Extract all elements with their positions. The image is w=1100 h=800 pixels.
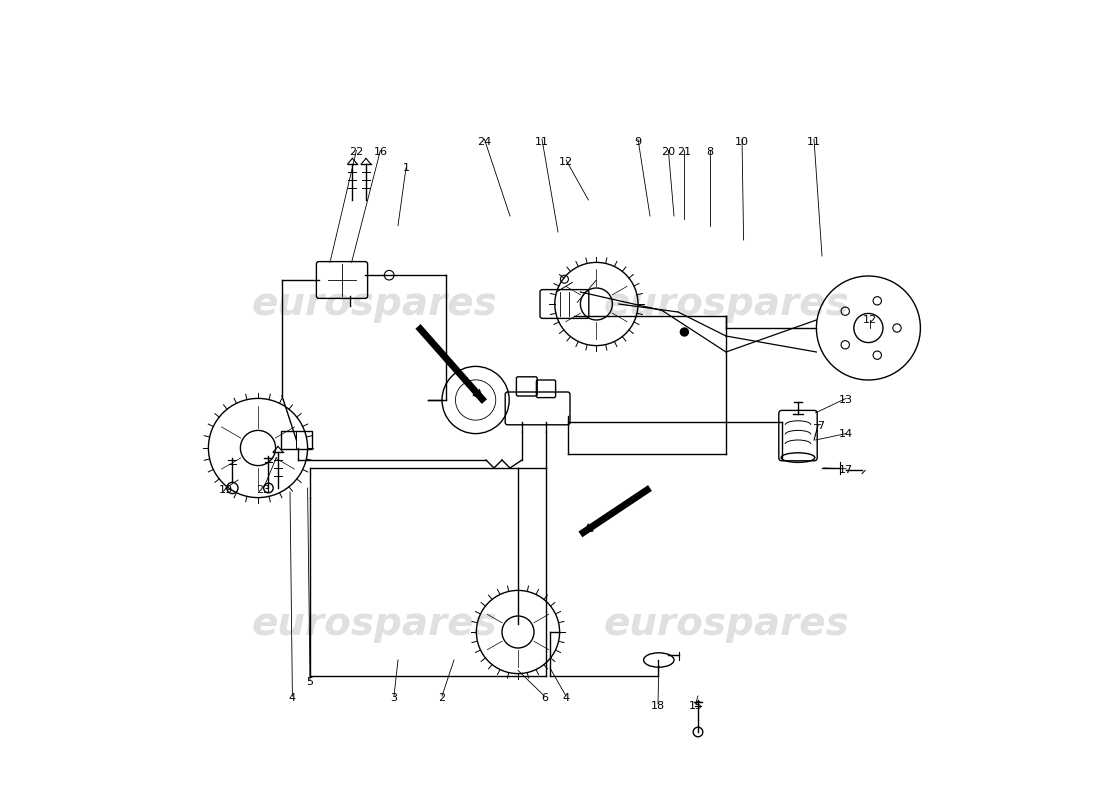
Text: 17: 17 xyxy=(839,466,854,475)
Text: 7: 7 xyxy=(817,421,824,430)
Text: 12: 12 xyxy=(559,157,573,166)
Text: 23: 23 xyxy=(256,485,271,494)
Text: 19: 19 xyxy=(219,485,233,494)
Text: 13: 13 xyxy=(839,395,853,405)
Text: 6: 6 xyxy=(541,693,548,702)
Text: 11: 11 xyxy=(535,137,549,146)
Text: 11: 11 xyxy=(807,137,821,146)
Bar xyxy=(282,431,311,449)
Text: eurospares: eurospares xyxy=(603,285,849,323)
Text: eurospares: eurospares xyxy=(603,605,849,643)
Text: 20: 20 xyxy=(661,147,675,157)
Text: 4: 4 xyxy=(562,693,570,702)
Text: 2: 2 xyxy=(439,693,446,702)
Text: 12: 12 xyxy=(862,315,877,325)
Text: 18: 18 xyxy=(651,701,666,710)
Text: 22: 22 xyxy=(350,147,363,157)
Text: 14: 14 xyxy=(839,429,854,438)
Text: 3: 3 xyxy=(390,693,397,702)
Circle shape xyxy=(681,328,689,336)
Text: 1: 1 xyxy=(403,163,409,173)
Text: eurospares: eurospares xyxy=(251,605,497,643)
Text: 10: 10 xyxy=(735,137,749,146)
Text: 4: 4 xyxy=(289,693,296,702)
Text: 16: 16 xyxy=(373,147,387,157)
Text: 9: 9 xyxy=(635,137,641,146)
Text: 24: 24 xyxy=(477,137,492,146)
Text: eurospares: eurospares xyxy=(251,285,497,323)
Text: 15: 15 xyxy=(689,701,703,710)
Text: 21: 21 xyxy=(678,147,692,157)
Text: 5: 5 xyxy=(307,677,314,686)
Text: 8: 8 xyxy=(706,147,714,157)
